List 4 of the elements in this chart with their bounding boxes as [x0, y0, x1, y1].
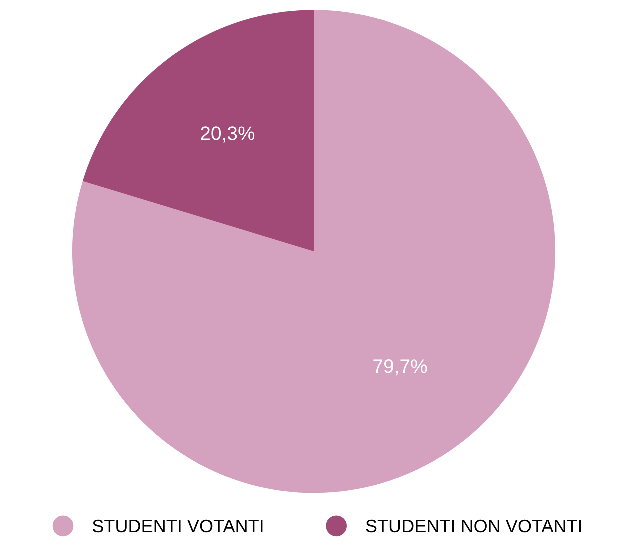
data-label: 20,3% [201, 126, 255, 143]
data-label: 79,7% [374, 360, 428, 376]
legend-label: STUDENTI VOTANTI [92, 520, 263, 533]
legend-label: STUDENTI NON VOTANTI [366, 520, 582, 533]
